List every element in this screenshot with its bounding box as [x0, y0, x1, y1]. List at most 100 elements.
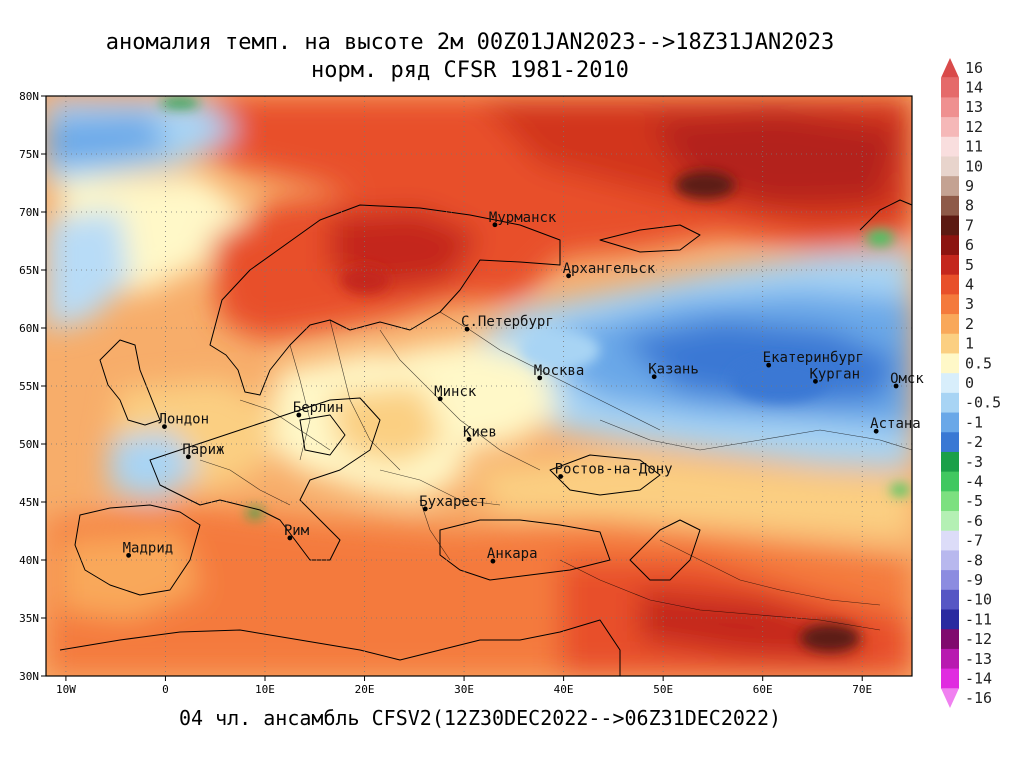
city-label: Екатеринбург [763, 350, 864, 366]
city-label: Минск [434, 384, 477, 400]
city-label: Мурманск [489, 210, 557, 226]
lat-tick-label: 65N [19, 264, 39, 277]
city-marker [287, 535, 293, 541]
legend-swatch [941, 432, 959, 453]
lon-tick-label: 30E [454, 683, 474, 696]
legend-swatch [941, 58, 959, 78]
city-marker [766, 362, 772, 368]
city-layer: Мурманск Архангельск С.Петербург Москва Каза… [123, 210, 924, 564]
city-label: С.Петербург [461, 314, 554, 330]
city-marker [813, 378, 818, 384]
lon-tick-label: 70E [852, 683, 872, 696]
city-label: Архангельск [563, 261, 656, 277]
legend-label: -5 [965, 492, 983, 510]
city-label: Киев [463, 424, 497, 440]
lat-tick-label: 70N [19, 206, 39, 219]
legend-label: -6 [965, 512, 983, 530]
city-marker [566, 273, 571, 279]
legend-label: -1 [965, 413, 983, 431]
legend-swatch [941, 333, 959, 354]
lat-tick-label: 30N [19, 670, 39, 683]
legend-swatch [941, 668, 959, 689]
legend-swatch [941, 136, 959, 157]
lon-tick-label: 50E [653, 683, 673, 696]
color-legend: 1614131211109876543210.50-0.5-1-2-3-4-5-… [941, 58, 1001, 708]
legend-label: -9 [965, 571, 983, 589]
legend-swatch [941, 195, 959, 217]
legend-swatch [941, 97, 959, 118]
legend-label: -2 [965, 433, 983, 451]
legend-label: 0 [965, 374, 974, 392]
legend-swatch [941, 451, 959, 473]
legend-label: -7 [965, 532, 983, 550]
legend-swatch [941, 294, 959, 315]
legend-swatch [941, 570, 959, 591]
city-label: Бухарест [419, 494, 486, 510]
legend-label: 16 [965, 59, 983, 77]
city-marker [490, 558, 496, 564]
city-marker [893, 383, 899, 389]
legend-label: 12 [965, 118, 983, 136]
lat-tick-label: 55N [19, 380, 39, 393]
legend-swatch [941, 491, 959, 512]
legend-swatch [941, 412, 959, 433]
city-marker [492, 222, 498, 228]
legend-label: 8 [965, 197, 974, 215]
map-title: аномалия темп. на высоте 2м 00Z01JAN2023… [105, 30, 835, 55]
lon-tick-label: 20E [355, 683, 375, 696]
lat-tick-label: 60N [19, 322, 39, 335]
legend-label: -11 [965, 610, 992, 628]
legend-label: -12 [965, 630, 992, 648]
lat-tick-label: 80N [19, 90, 39, 103]
legend-label: 1 [965, 335, 974, 353]
map-subtitle: норм. ряд CFSR 1981-2010 [311, 58, 629, 83]
legend-swatch [941, 688, 959, 708]
legend-label: -3 [965, 453, 983, 471]
legend-label: 4 [965, 276, 974, 294]
city-label: Париж [182, 442, 225, 458]
lat-tick-label: 40N [19, 554, 39, 567]
country-borders [199, 311, 913, 631]
city-label: Мадрид [123, 540, 174, 556]
coastlines [59, 199, 913, 676]
legend-label: 9 [965, 177, 974, 195]
lat-tick-label: 75N [19, 148, 39, 161]
city-marker [162, 424, 167, 429]
graticule [46, 96, 912, 676]
legend-swatch [941, 373, 959, 394]
legend-swatch [941, 156, 959, 177]
legend-swatch [941, 235, 959, 256]
legend-swatch [941, 215, 959, 236]
city-label: Курган [809, 366, 860, 382]
legend-swatch [941, 511, 959, 532]
legend-label: 0.5 [965, 354, 992, 372]
legend-swatch [941, 392, 959, 414]
city-marker [296, 412, 302, 418]
legend-swatch [941, 550, 959, 571]
legend-label: 2 [965, 315, 974, 333]
city-marker [126, 552, 132, 558]
longitude-axis: 10W 0 10E 20E 30E 40E 50E 60E 70E [56, 676, 872, 696]
city-label: Берлин [293, 400, 344, 416]
lat-tick-label: 45N [19, 496, 39, 509]
legend-swatch [941, 589, 959, 611]
legend-label: 6 [965, 236, 974, 254]
latitude-axis: 80N 75N 70N 65N 60N 55N 50N 45N 40N 35N 30N [19, 90, 46, 683]
legend-label: -16 [965, 689, 992, 707]
city-label: Лондон [158, 412, 209, 428]
lat-tick-label: 35N [19, 612, 39, 625]
city-label: Анкара [487, 546, 538, 562]
legend-label: -10 [965, 591, 992, 609]
city-marker [651, 374, 657, 380]
legend-label: 11 [965, 138, 983, 156]
city-label: Рим [284, 523, 310, 539]
lon-tick-label: 40E [554, 683, 574, 696]
legend-label: 3 [965, 295, 974, 313]
city-marker [558, 474, 564, 479]
legend-swatch [941, 629, 959, 650]
lon-tick-label: 0 [162, 683, 169, 696]
legend-swatch [941, 353, 959, 374]
legend-label: 5 [965, 256, 974, 274]
legend-label: -8 [965, 551, 983, 569]
